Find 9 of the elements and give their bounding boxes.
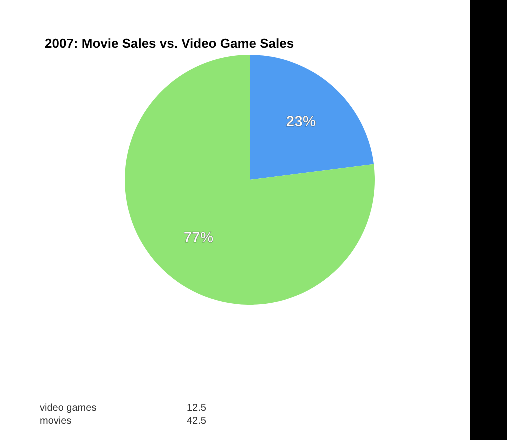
text: movies bbox=[39, 415, 73, 428]
pie-slice bbox=[250, 55, 374, 180]
pie-slice bbox=[125, 55, 375, 305]
text: 12.5 bbox=[187, 402, 206, 415]
chart-title: 2007: Movie Sales vs. Video Game Sales bbox=[45, 36, 294, 51]
text: 42.5 bbox=[187, 415, 206, 428]
text: video games bbox=[39, 402, 98, 415]
data-label: 23% bbox=[286, 113, 316, 130]
data-label: 77% bbox=[184, 230, 214, 247]
